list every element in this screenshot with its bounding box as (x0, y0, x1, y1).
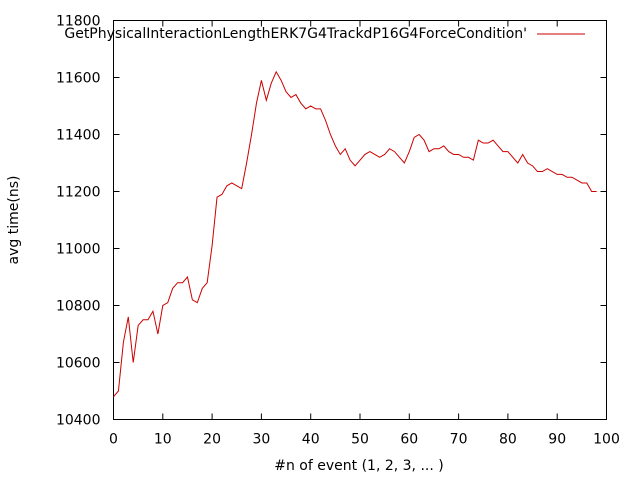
y-tick-label: 11800 (56, 14, 101, 30)
y-tick-label: 11600 (56, 71, 101, 87)
x-axis: 0 10 20 30 40 50 60 70 80 90 100 (109, 20, 620, 448)
y-tick-label: 10800 (56, 299, 101, 315)
y-tick-label: 10600 (56, 356, 101, 372)
legend-label: GetPhysicalInteractionLengthERK7G4Trackd… (64, 26, 527, 42)
x-tick-label: 0 (109, 432, 118, 448)
y-axis-label: avg time(ns) (6, 176, 22, 265)
x-tick-label: 60 (400, 432, 418, 448)
x-tick-label: 80 (499, 432, 517, 448)
y-tick-label: 11000 (56, 242, 101, 258)
y-tick-label: 10400 (56, 413, 101, 429)
x-tick-label: 90 (548, 432, 566, 448)
y-axis: 10400 10600 10800 11000 11200 11400 11600 11800 (56, 14, 607, 429)
x-tick-label: 50 (351, 432, 369, 448)
x-tick-label: 40 (302, 432, 320, 448)
x-tick-label: 70 (450, 432, 468, 448)
series-line (113, 70, 597, 398)
x-tick-label: 10 (154, 432, 172, 448)
x-tick-label: 20 (203, 432, 221, 448)
y-tick-label: 11200 (56, 185, 101, 201)
y-tick-label: 11400 (56, 128, 101, 144)
x-tick-label: 100 (593, 432, 620, 448)
x-tick-label: 30 (252, 432, 270, 448)
plot-frame (113, 20, 607, 420)
x-axis-label: #n of event (1, 2, 3, ... ) (274, 458, 443, 474)
